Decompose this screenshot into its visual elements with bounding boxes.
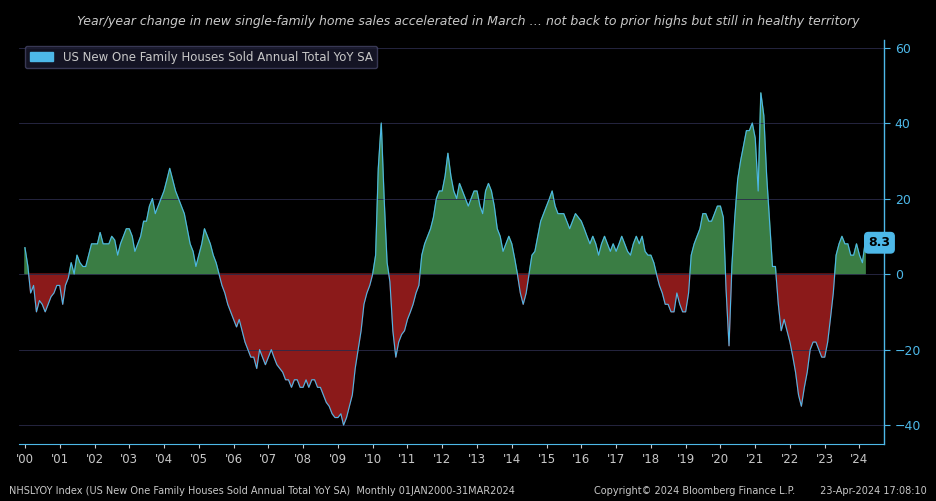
Legend: US New One Family Houses Sold Annual Total YoY SA: US New One Family Houses Sold Annual Tot…: [25, 46, 377, 69]
Text: NHSLYOY Index (US New One Family Houses Sold Annual Total YoY SA)  Monthly 01JAN: NHSLYOY Index (US New One Family Houses …: [9, 486, 515, 496]
Text: 8.3: 8.3: [869, 236, 890, 249]
Text: Year/year change in new single-family home sales accelerated in March … not back: Year/year change in new single-family ho…: [77, 15, 859, 28]
Text: Copyright© 2024 Bloomberg Finance L.P.        23-Apr-2024 17:08:10: Copyright© 2024 Bloomberg Finance L.P. 2…: [593, 486, 927, 496]
